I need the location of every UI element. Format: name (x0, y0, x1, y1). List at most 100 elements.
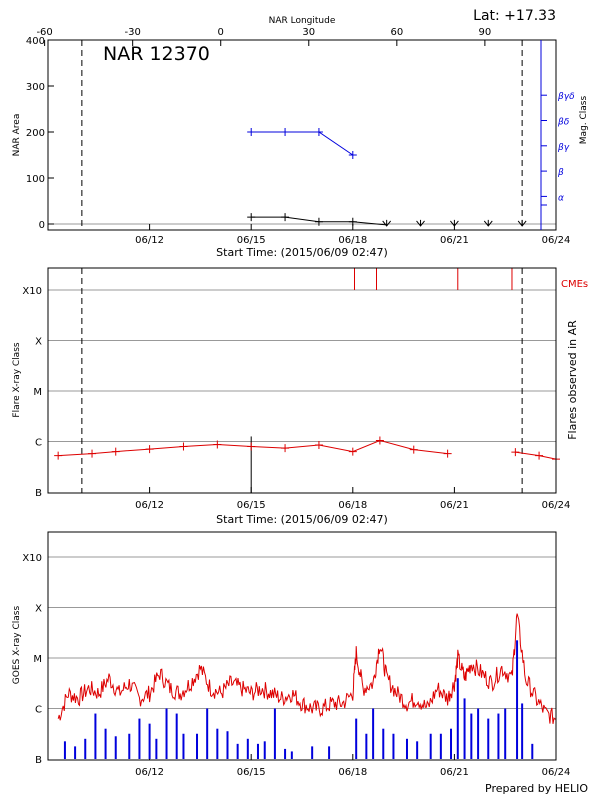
longitude-tick-label: 30 (302, 27, 315, 38)
mag-class-tick-label: βδ (557, 118, 570, 128)
x-tick-label: 06/21 (440, 767, 469, 778)
mag-class-point (348, 151, 357, 159)
goes-long-series-line (57, 613, 557, 724)
flare-point (88, 449, 97, 458)
goes-short-spike (182, 733, 185, 759)
flare-xaxis-title: Start Time: (2015/06/09 02:47) (216, 513, 388, 526)
x-tick-label: 06/12 (135, 767, 164, 778)
flare-point (179, 442, 188, 451)
goes-short-spike (128, 733, 131, 759)
x-tick-label: 06/24 (542, 767, 571, 778)
area-yaxis-title: NAR Area (12, 114, 22, 157)
goes-short-spike (439, 733, 442, 759)
area-lower-limit-marker (483, 219, 493, 227)
area-point (348, 217, 357, 226)
y-tick-label: X (35, 604, 42, 615)
flare-point (535, 451, 544, 460)
goes-short-spike (429, 733, 432, 759)
x-tick-label: 06/21 (440, 235, 469, 246)
y-tick-label: C (35, 438, 42, 449)
goes-short-spike (531, 743, 534, 759)
goes-short-spike (114, 736, 117, 759)
mag-class-tick-label: β (557, 168, 564, 178)
y-tick-label: X10 (22, 553, 42, 564)
nar-area-frame (47, 39, 557, 231)
flares-observed-title: Flares observed in AR (566, 320, 579, 440)
goes-short-spike (155, 738, 158, 759)
area-lower-limit-marker (416, 219, 425, 227)
goes-short-spike (405, 738, 408, 759)
goes-short-spike (477, 708, 480, 759)
mag-class-tick-label: α (558, 193, 564, 203)
longitude-tick-label: 90 (479, 27, 492, 38)
flare-class-line (58, 439, 448, 457)
y-tick-label: 200 (26, 128, 45, 139)
y-tick-label: B (35, 755, 42, 766)
goes-short-spike (372, 708, 375, 759)
x-tick-label: 06/24 (542, 235, 571, 246)
y-tick-label: X (35, 337, 42, 348)
flare-point (409, 445, 418, 454)
mag-class-tick-label: βγ (557, 143, 570, 153)
x-tick-label: 06/15 (237, 767, 266, 778)
area-point (247, 213, 256, 222)
y-tick-label: X10 (22, 286, 42, 297)
longitude-tick-label: 0 (218, 27, 224, 38)
goes-short-spike (290, 751, 293, 759)
goes-short-spike (94, 713, 97, 759)
goes-short-spike (206, 708, 209, 759)
x-tick-label: 06/15 (237, 500, 266, 511)
goes-short-spike (487, 718, 490, 759)
latitude-label: Lat: +17.33 (473, 8, 556, 24)
goes-short-spike (226, 731, 229, 759)
goes-short-spike (456, 678, 459, 759)
x-tick-label: 06/15 (237, 235, 266, 246)
goes-yaxis-title: GOES X-ray Class (12, 606, 22, 685)
x-tick-label: 06/21 (440, 500, 469, 511)
y-tick-label: B (35, 488, 42, 499)
flare-point (443, 449, 452, 458)
goes-short-spike (382, 728, 385, 759)
goes-short-spike (84, 738, 87, 759)
y-tick-label: 300 (26, 82, 45, 93)
area-lower-limit-marker (517, 219, 527, 227)
longitude-axis-title: NAR Longitude (269, 16, 336, 26)
mag-class-tick-label: βγδ (557, 92, 575, 102)
goes-short-spike (216, 728, 219, 759)
y-tick-label: 0 (39, 220, 45, 231)
mag-class-series-line (251, 131, 354, 156)
flare-point (111, 447, 120, 456)
goes-short-spike (365, 733, 368, 759)
goes-short-spike (63, 741, 66, 759)
x-tick-label: 06/18 (338, 767, 367, 778)
flare-class-frame (47, 267, 557, 494)
longitude-tick-label: 60 (390, 27, 403, 38)
goes-short-spike (521, 703, 524, 759)
goes-short-spike (273, 708, 276, 759)
flare-point (375, 436, 384, 445)
goes-short-spike (148, 723, 151, 759)
mag-class-point (247, 128, 256, 136)
goes-short-spike (196, 733, 199, 759)
area-lower-limit-marker (450, 219, 459, 227)
x-tick-label: 06/18 (338, 500, 367, 511)
flare-point (145, 445, 154, 454)
x-tick-label: 06/12 (135, 235, 164, 246)
y-tick-label: 100 (26, 174, 45, 185)
goes-short-spike (74, 746, 77, 759)
flare-class-panel: 06/12 06/15 06/18 06/21 06/24 B C M X X10 CMEs S… (12, 267, 588, 526)
longitude-tick-label: -60 (36, 27, 52, 38)
mag-class-point (314, 128, 323, 136)
goes-short-spike (256, 743, 259, 759)
y-tick-label: C (35, 705, 42, 716)
area-xaxis-title: Start Time: (2015/06/09 02:47) (216, 246, 388, 259)
goes-short-spike (165, 708, 168, 759)
goes-short-spike (263, 741, 266, 759)
flare-point (247, 442, 256, 451)
goes-frame (47, 531, 557, 761)
goes-short-spike (463, 698, 466, 759)
flare-point (348, 447, 357, 456)
goes-short-spike (355, 718, 358, 759)
flare-point (314, 441, 323, 450)
